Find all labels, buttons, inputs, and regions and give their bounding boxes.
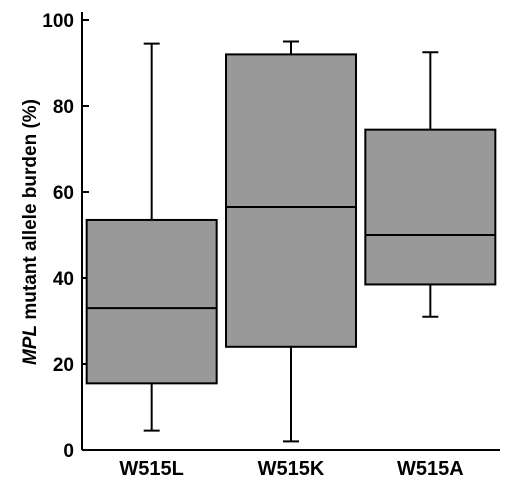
box-w515l (85, 42, 218, 432)
y-axis-label: MPL mutant allele burden (%) (20, 99, 41, 365)
x-axis: W515L W515K W515A (82, 449, 500, 479)
box-w515a (364, 51, 497, 318)
boxes (85, 40, 497, 443)
iqr-box-w515l (85, 218, 218, 385)
x-tick-label-w515l: W515L (119, 458, 183, 479)
iqr-box-w515k (225, 53, 357, 348)
y-tick-label-0: 0 (63, 441, 74, 462)
x-tick-label-w515k: W515K (258, 458, 325, 479)
y-axis: 0 20 40 60 80 100 (42, 11, 89, 462)
iqr-box-w515a (364, 128, 497, 286)
y-tick-label-60: 60 (53, 183, 74, 204)
y-tick-label-100: 100 (42, 11, 74, 32)
y-tick-label-80: 80 (53, 97, 74, 118)
y-axis-label-italic: MPL (20, 325, 41, 365)
box-w515k (225, 40, 357, 443)
y-tick-label-20: 20 (53, 355, 74, 376)
x-tick-label-w515a: W515A (397, 458, 464, 479)
y-axis-label-rest: mutant allele burden (%) (20, 99, 41, 325)
y-tick-label-40: 40 (53, 269, 74, 290)
